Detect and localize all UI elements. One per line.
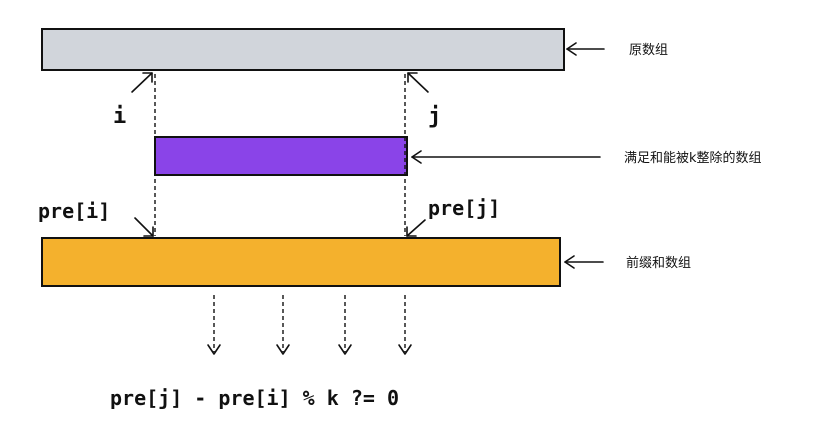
original-array-arrow xyxy=(566,42,605,56)
i-arrow xyxy=(131,72,153,93)
down-arrow-1 xyxy=(207,295,221,355)
j-label: j xyxy=(428,104,441,129)
prefix-sum-array-arrow xyxy=(564,255,604,269)
i-label: i xyxy=(113,104,126,129)
original-array-label: 原数组 xyxy=(629,43,668,58)
prefix-sum-array-label: 前缀和数组 xyxy=(626,255,691,271)
pre-j-arrow xyxy=(406,219,426,237)
prefix-sum-array-bar xyxy=(41,237,561,287)
original-array-bar xyxy=(41,28,565,71)
formula: pre[j] - pre[i] % k ?= 0 xyxy=(110,386,399,410)
pre-i-label: pre[i] xyxy=(38,199,110,223)
divisible-subarray-label: 满足和能被k整除的数组 xyxy=(624,150,762,166)
down-arrow-2 xyxy=(276,295,290,355)
pre-j-label: pre[j] xyxy=(428,196,500,220)
down-arrow-3 xyxy=(338,295,352,355)
down-arrow-4 xyxy=(398,295,412,355)
divisible-subarray-bar xyxy=(154,136,408,176)
divisible-subarray-arrow xyxy=(411,150,601,164)
j-arrow xyxy=(407,72,429,93)
pre-i-arrow xyxy=(134,217,154,237)
